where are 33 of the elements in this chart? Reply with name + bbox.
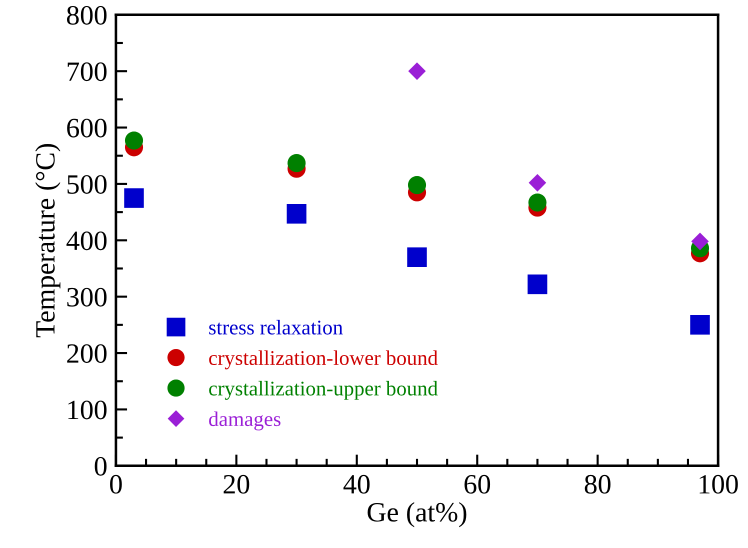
y-tick-label: 800 <box>67 6 107 25</box>
point <box>528 193 546 212</box>
y-tick-label: 300 <box>67 288 107 307</box>
point <box>408 176 426 194</box>
y-tick-label: 600 <box>67 118 107 138</box>
x-tick-label: 40 <box>343 474 370 494</box>
point <box>690 315 710 335</box>
y-tick-label: 400 <box>66 231 107 250</box>
legend-label: damages <box>209 411 280 430</box>
point <box>691 232 709 250</box>
point <box>407 247 427 268</box>
legend-label: crystallization-lower bound <box>209 350 438 370</box>
point <box>528 174 546 192</box>
point <box>286 204 306 224</box>
x-tick-label: 0 <box>110 474 122 494</box>
y-tick-label: 200 <box>67 344 107 363</box>
legend-label: stress relaxation <box>209 320 343 335</box>
legend-label: crystallization-upper bound <box>209 380 438 400</box>
x-axis-title: Ge (at%) <box>368 502 466 528</box>
x-tick-label: 60 <box>464 474 490 494</box>
point <box>124 131 144 150</box>
x-tick-label: 20 <box>224 474 250 494</box>
point <box>288 154 306 172</box>
point <box>408 62 426 80</box>
y-tick-label: 700 <box>68 62 107 82</box>
y-tick-label: 500 <box>68 175 107 194</box>
y-tick-label: 100 <box>68 400 107 420</box>
y-tick-label: 0 <box>94 456 107 476</box>
x-tick-label: 100 <box>700 474 738 494</box>
x-tick-label: 80 <box>584 474 610 494</box>
point <box>528 274 548 294</box>
point <box>124 188 144 208</box>
y-axis-title: Temperature (°C) <box>35 144 60 338</box>
